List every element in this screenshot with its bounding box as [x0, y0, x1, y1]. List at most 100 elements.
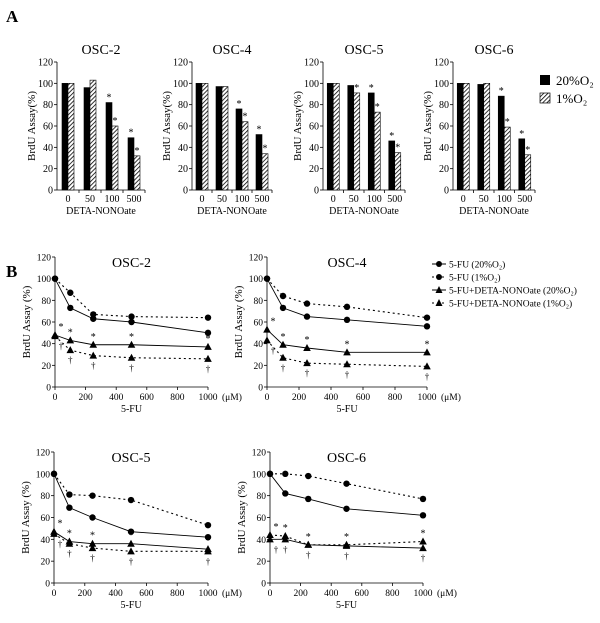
point-5fu-deta-1pct [304, 540, 313, 548]
line-chart-osc-2: OSC-2 0 20 40 60 80 100 120 0 200 400 600 800 1000 (μM… [21, 254, 242, 416]
y-tick-label: 80 [309, 100, 319, 111]
x-tick-label: 0 [66, 194, 71, 205]
bar-20pct [388, 140, 396, 191]
y-tick-label: 100 [304, 79, 319, 90]
annotation-star: * [425, 339, 430, 350]
bar-1pct [483, 83, 491, 191]
x-tick-label: 100 [497, 194, 512, 205]
bar-20pct [518, 138, 526, 191]
significance-star: * [499, 86, 504, 97]
point-5fu-1pct [204, 314, 212, 321]
x-tick-label: 200 [78, 589, 93, 599]
bar-chart-osc-6: OSC-6 0 20 40 60 80 100 120 BrdU Assay(%) 0 50 100 *… [422, 43, 536, 217]
y-axis-label: BrdU Assay (%) [236, 481, 248, 554]
point-5fu-20pct [279, 304, 287, 312]
y-tick-label: 40 [41, 536, 51, 546]
annotation-dagger: † [206, 556, 211, 566]
bar-1pct [353, 92, 361, 191]
bar-20pct [255, 134, 263, 191]
x-unit-label: (μM) [437, 588, 457, 599]
bar-20pct [127, 137, 135, 191]
y-tick-label: 20 [257, 558, 267, 568]
legend-marker-5fu-deta-1pct [435, 299, 443, 306]
line-chart-osc-6: OSC-6 0 20 40 60 80 100 120 0 200 400 600 800 1000 (μM… [236, 449, 457, 612]
annotation-star: * [67, 529, 72, 540]
annotation-star: * [206, 334, 211, 345]
panel-label-a: A [6, 7, 19, 26]
bar-20pct [456, 83, 464, 191]
annotation-dagger: † [129, 363, 134, 373]
legend-label-1pct: 1%O₂ [556, 91, 587, 106]
chart-title: OSC-4 [213, 43, 252, 58]
x-tick-label: 100 [367, 194, 382, 205]
bar-20pct [497, 95, 505, 191]
significance-star: * [107, 93, 112, 104]
point-5fu-20pct [282, 490, 289, 497]
point-5fu-20pct [419, 512, 427, 519]
y-tick-label: 0 [261, 580, 266, 590]
point-5fu-deta-1pct [127, 353, 136, 361]
series-line-5fu-deta-1pct [269, 534, 424, 546]
annotation-star: * [271, 317, 276, 328]
point-5fu-deta-1pct [50, 529, 58, 537]
point-5fu-deta-1pct [419, 537, 427, 545]
y-tick-label: 80 [42, 297, 52, 307]
point-5fu-deta-1pct [204, 354, 212, 362]
y-tick-label: 60 [439, 122, 449, 133]
x-axis-label: DETA-NONOate [197, 206, 267, 217]
annotation-star: * [68, 327, 73, 338]
x-tick-label: 0 [265, 393, 270, 403]
y-tick-label: 0 [45, 580, 50, 590]
x-unit-label: (μM) [222, 392, 242, 403]
annotation-star: * [91, 332, 96, 343]
legend-label-5fu-deta-1pct: 5-FU+DETA-NONOate (1%O₂) [449, 299, 572, 310]
series-line-5fu-1pct [270, 473, 424, 500]
bar-20pct [235, 108, 243, 191]
x-tick-label: 1000 [199, 589, 218, 599]
y-tick-label: 120 [304, 58, 319, 69]
point-5fu-20pct [66, 504, 73, 511]
x-tick-label: 400 [109, 393, 124, 403]
y-tick-label: 20 [42, 362, 52, 372]
point-5fu-deta-20pct [204, 342, 212, 350]
legend-swatch-1pct [539, 92, 551, 104]
point-5fu-deta-1pct [423, 362, 431, 370]
annotation-dagger: † [206, 364, 211, 374]
point-5fu-deta-1pct [127, 547, 135, 555]
annotation-dagger: † [305, 368, 310, 378]
point-5fu-1pct [305, 472, 312, 480]
point-5fu-deta-1pct [266, 530, 274, 538]
x-tick-label: 200 [78, 393, 93, 403]
y-tick-label: 120 [173, 58, 188, 69]
x-tick-label: 100 [235, 194, 250, 205]
y-tick-label: 100 [37, 275, 52, 285]
point-5fu-1pct [343, 480, 350, 487]
y-tick-label: 80 [43, 100, 53, 111]
significance-star: * [135, 146, 140, 157]
bar-20pct [105, 102, 113, 191]
bar-20pct [347, 85, 355, 191]
significance-star: * [354, 83, 359, 94]
point-5fu-20pct [128, 318, 135, 326]
x-tick-label: 500 [127, 194, 142, 205]
y-axis-label: BrdU Assay(%) [26, 91, 38, 161]
y-tick-label: 120 [252, 449, 267, 459]
point-5fu-1pct [423, 314, 431, 321]
annotation-dagger: † [283, 544, 288, 554]
point-5fu-1pct [303, 300, 311, 307]
annotation-star: * [305, 335, 310, 346]
y-tick-label: 40 [42, 340, 52, 350]
point-5fu-deta-20pct [263, 325, 271, 333]
y-tick-label: 100 [38, 79, 53, 90]
y-axis-label: BrdU Assay(%) [422, 91, 434, 161]
bar-1pct [89, 79, 97, 191]
annotation-dagger: † [421, 553, 426, 563]
annotation-star: * [421, 529, 426, 540]
point-5fu-20pct [127, 528, 135, 535]
bar-1pct [462, 83, 470, 191]
point-5fu-deta-1pct [343, 360, 351, 368]
y-tick-label: 120 [37, 254, 52, 264]
bar-1pct [111, 125, 119, 191]
line-chart-osc-4: OSC-4 0 20 40 60 80 100 120 0 200 400 600 800 1000 (μM… [233, 254, 461, 416]
y-tick-label: 100 [173, 79, 188, 90]
